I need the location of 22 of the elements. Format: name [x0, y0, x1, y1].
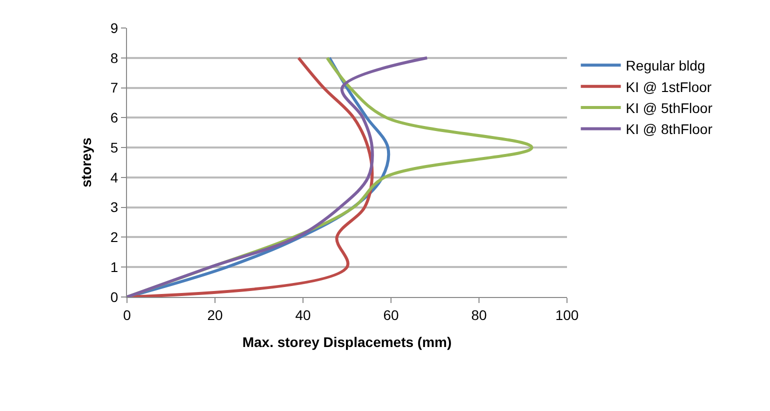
legend-label: Regular bldg — [626, 58, 706, 74]
y-tick-label: 8 — [110, 50, 118, 66]
y-tick-label: 0 — [110, 288, 118, 305]
x-tick-label: 20 — [207, 306, 223, 323]
y-tick-label: 1 — [110, 259, 118, 276]
y-tick-label: 7 — [110, 80, 118, 96]
x-tick-label: 80 — [471, 306, 487, 323]
legend-label: KI @ 5thFloor — [626, 100, 713, 116]
x-tick-label: 60 — [383, 306, 399, 323]
x-tick-label: 0 — [123, 306, 132, 323]
y-tick-label: 5 — [110, 139, 118, 156]
y-tick-label: 6 — [110, 110, 118, 126]
y-tick-label: 3 — [110, 199, 118, 216]
x-tick-label: 40 — [295, 306, 311, 323]
y-tick-label: 4 — [110, 169, 118, 186]
legend-label: KI @ 8thFloor — [626, 121, 713, 138]
y-tick-label: 2 — [110, 229, 118, 246]
x-tick-label: 100 — [555, 306, 579, 323]
legend-label: KI @ 1stFloor — [626, 78, 712, 95]
x-axis-title: Max. storey Displacemets (mm) — [242, 334, 452, 350]
y-tick-label: 9 — [110, 20, 118, 36]
y-axis-title: storeys — [78, 137, 94, 188]
